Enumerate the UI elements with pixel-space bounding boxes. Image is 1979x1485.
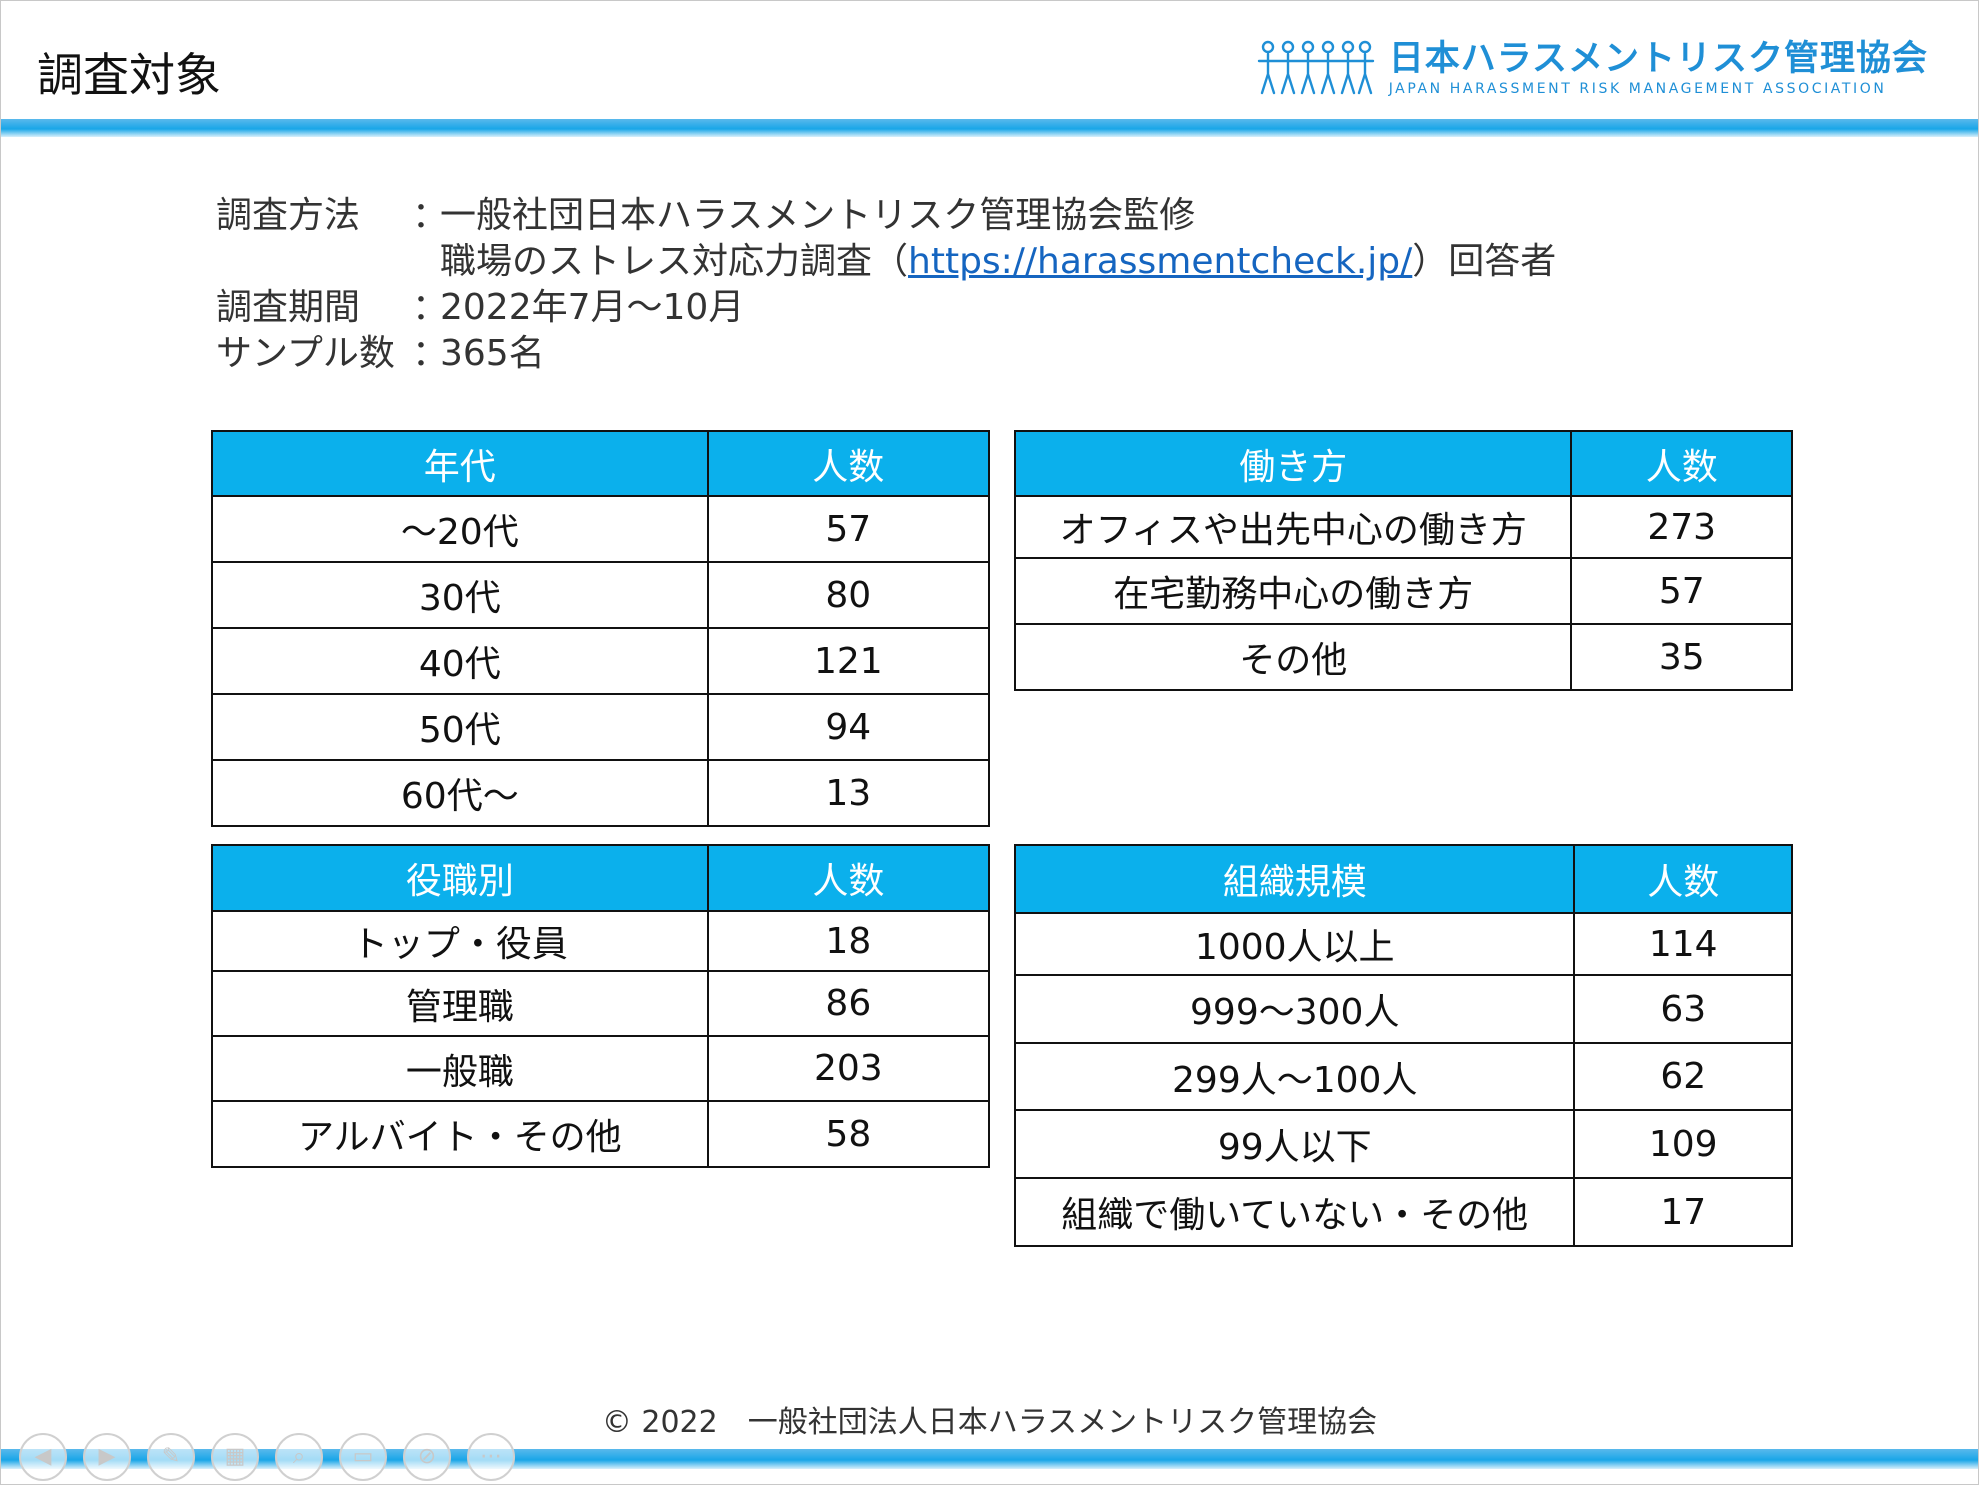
cell-label: 30代	[211, 561, 709, 629]
cell-label: オフィスや出先中心の働き方	[1013, 495, 1573, 559]
age-table: 年代 人数 ～20代 57 30代 80 40代 121 50代 94 60代～…	[211, 430, 991, 827]
table-row: 60代～ 13	[211, 759, 991, 827]
table-row: アルバイト・その他 58	[211, 1100, 991, 1168]
logo-name-ja: 日本ハラスメントリスク管理協会	[1388, 39, 1928, 79]
table-row: 50代 94	[211, 693, 991, 761]
cell-label: 50代	[211, 693, 709, 761]
copyright-footer: © 2022 一般社団法人日本ハラスメントリスク管理協会	[601, 1405, 1378, 1440]
cell-label: 組織で働いていない・その他	[1013, 1177, 1576, 1247]
cell-value: 62	[1573, 1042, 1793, 1111]
table-row: その他 35	[1013, 623, 1793, 691]
separator: ：	[412, 287, 449, 328]
cell-label: 999～300人	[1013, 974, 1576, 1044]
cell-value: 35	[1570, 623, 1793, 691]
table-row: ～20代 57	[211, 495, 991, 563]
slideshow-controls: ◀ ▶ ✎ ▦ ⌕ ▭ ⊘ ⋯	[19, 1433, 515, 1481]
grid-icon[interactable]: ▦	[211, 1433, 259, 1481]
cell-label: 60代～	[211, 759, 709, 827]
cell-label: トップ・役員	[211, 910, 709, 972]
table-row: 在宅勤務中心の働き方 57	[1013, 557, 1793, 625]
column-header: 人数	[706, 844, 991, 912]
cell-value: 80	[706, 561, 991, 629]
people-logo-icon	[1257, 40, 1374, 95]
cell-value: 121	[706, 627, 991, 695]
cell-value: 57	[1570, 557, 1793, 625]
cell-value: 109	[1573, 1109, 1793, 1179]
sample-value: 365名	[440, 333, 545, 374]
cell-label: その他	[1013, 623, 1573, 691]
slide-title: 調査対象	[37, 48, 221, 102]
cell-label: 一般職	[211, 1035, 709, 1102]
cell-value: 57	[706, 495, 991, 563]
cell-label: ～20代	[211, 495, 709, 563]
table-row: 管理職 86	[211, 970, 991, 1037]
magnifier-icon[interactable]: ⌕	[275, 1433, 323, 1481]
column-header: 組織規模	[1013, 844, 1576, 914]
camera-off-icon[interactable]: ⊘	[403, 1433, 451, 1481]
cell-label: 40代	[211, 627, 709, 695]
org-size-table: 組織規模 人数 1000人以上 114 999～300人 63 299人～100…	[1013, 844, 1793, 1247]
subtitle-icon[interactable]: ▭	[339, 1433, 387, 1481]
method-value: 一般社団日本ハラスメントリスク管理協会監修	[440, 195, 1196, 236]
cell-value: 13	[706, 759, 991, 827]
cell-value: 86	[706, 970, 991, 1037]
table-row: 1000人以上 114	[1013, 912, 1793, 976]
cell-value: 17	[1573, 1177, 1793, 1247]
method-cont-prefix: 職場のストレス対応力調査（	[440, 241, 909, 282]
arrow-right-icon[interactable]: ▶	[83, 1433, 131, 1481]
table-row: 40代 121	[211, 627, 991, 695]
column-header: 役職別	[211, 844, 709, 912]
period-label: 調査期間	[216, 287, 361, 328]
cell-label: 99人以下	[1013, 1109, 1576, 1179]
table-row: オフィスや出先中心の働き方 273	[1013, 495, 1793, 559]
cell-label: 管理職	[211, 970, 709, 1037]
column-header: 人数	[706, 430, 991, 497]
cell-label: 1000人以上	[1013, 912, 1576, 976]
column-header: 年代	[211, 430, 709, 497]
sample-label: サンプル数	[216, 333, 395, 374]
cell-label: 299人～100人	[1013, 1042, 1576, 1111]
cell-value: 114	[1573, 912, 1793, 976]
survey-link[interactable]: https://harassmentcheck.jp/	[908, 241, 1413, 282]
separator: ：	[412, 195, 449, 236]
header-bar	[1, 119, 1978, 137]
column-header: 人数	[1570, 430, 1793, 497]
logo-name-en: JAPAN HARASSMENT RISK MANAGEMENT ASSOCIA…	[1388, 81, 1887, 97]
column-header: 人数	[1573, 844, 1793, 914]
table-row: 99人以下 109	[1013, 1109, 1793, 1179]
arrow-left-icon[interactable]: ◀	[19, 1433, 67, 1481]
cell-label: 在宅勤務中心の働き方	[1013, 557, 1573, 625]
cell-value: 203	[706, 1035, 991, 1102]
association-logo: 日本ハラスメントリスク管理協会 JAPAN HARASSMENT RISK MA…	[1257, 39, 1928, 97]
cell-label: アルバイト・その他	[211, 1100, 709, 1168]
pen-icon[interactable]: ✎	[147, 1433, 195, 1481]
survey-info: 調査方法 ： 一般社団日本ハラスメントリスク管理協会監修 職場のストレス対応力調…	[216, 193, 1556, 377]
work-style-table: 働き方 人数 オフィスや出先中心の働き方 273 在宅勤務中心の働き方 57 そ…	[1013, 430, 1793, 691]
column-header: 働き方	[1013, 430, 1573, 497]
period-value: 2022年7月～10月	[440, 287, 745, 328]
method-cont-suffix: ）回答者	[1412, 241, 1557, 282]
position-table: 役職別 人数 トップ・役員 18 管理職 86 一般職 203 アルバイト・その…	[211, 844, 991, 1168]
table-row: 30代 80	[211, 561, 991, 629]
cell-value: 273	[1570, 495, 1793, 559]
separator: ：	[412, 333, 449, 374]
cell-value: 94	[706, 693, 991, 761]
table-row: トップ・役員 18	[211, 910, 991, 972]
cell-value: 63	[1573, 974, 1793, 1044]
table-row: 299人～100人 62	[1013, 1042, 1793, 1111]
cell-value: 18	[706, 910, 991, 972]
cell-value: 58	[706, 1100, 991, 1168]
table-row: 一般職 203	[211, 1035, 991, 1102]
method-label: 調査方法	[216, 195, 361, 236]
more-icon[interactable]: ⋯	[467, 1433, 515, 1481]
table-row: 組織で働いていない・その他 17	[1013, 1177, 1793, 1247]
table-row: 999～300人 63	[1013, 974, 1793, 1044]
